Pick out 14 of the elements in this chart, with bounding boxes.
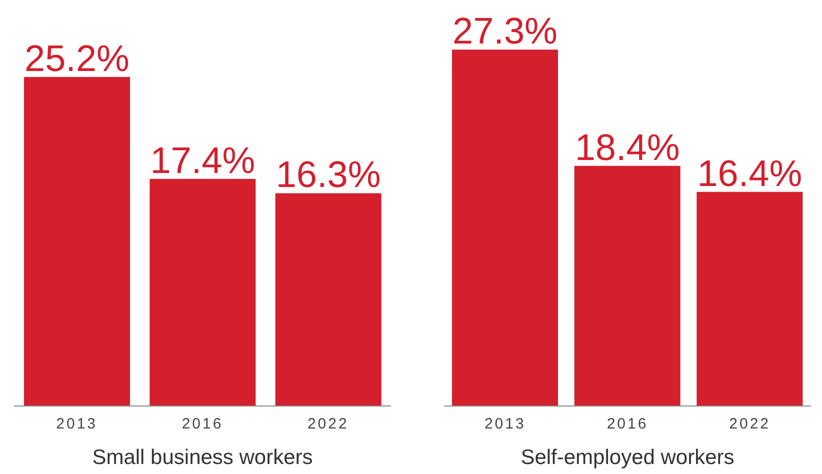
x-tick-label: 2022 [729, 416, 771, 433]
data-label: 18.4% [574, 126, 680, 168]
data-label: 16.4% [697, 152, 802, 194]
x-tick-label: 2013 [484, 416, 526, 433]
data-label: 17.4% [150, 140, 256, 181]
data-label: 27.3% [452, 10, 558, 52]
x-tick-label: 2016 [606, 416, 648, 433]
x-tick-label: 2022 [307, 416, 349, 433]
x-axis-title: Small business workers [92, 446, 313, 469]
data-label: 16.3% [276, 154, 381, 196]
x-axis-title: Self-employed workers [520, 446, 734, 469]
x-tick-label: 2013 [56, 416, 98, 433]
data-label: 25.2% [24, 38, 130, 80]
x-tick-label: 2016 [182, 416, 224, 433]
